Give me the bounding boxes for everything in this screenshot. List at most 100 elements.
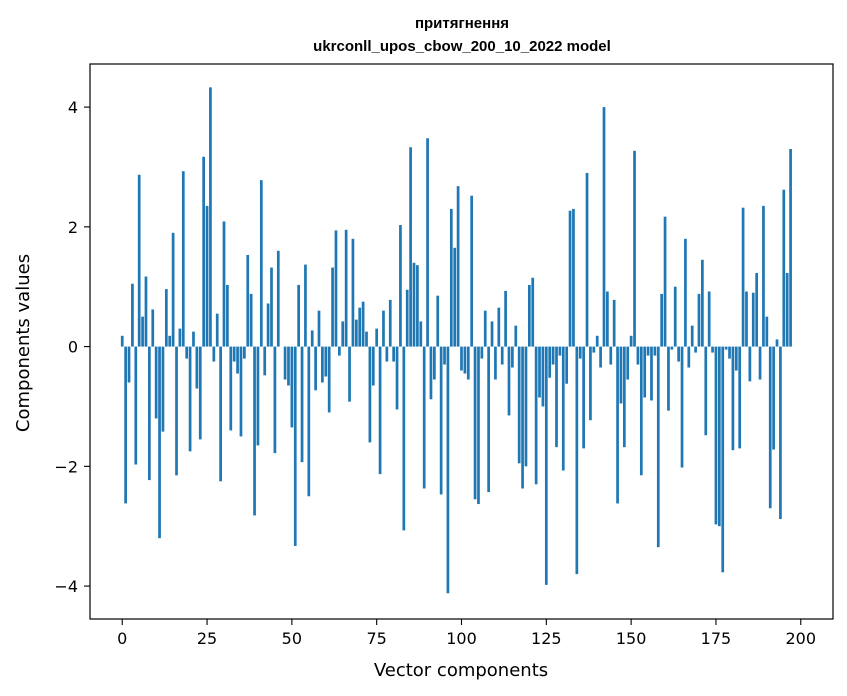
- bar: [711, 346, 714, 353]
- bar: [667, 346, 670, 411]
- bar: [514, 325, 518, 347]
- bar: [154, 346, 158, 419]
- bar: [602, 107, 606, 347]
- bar: [785, 272, 789, 347]
- bar: [161, 346, 165, 432]
- bar: [724, 346, 728, 350]
- bar: [772, 346, 775, 450]
- bar: [341, 321, 345, 347]
- x-axis-ticks: 0 25 50 75 100 125 150 175 200: [117, 619, 816, 648]
- bar: [371, 346, 375, 386]
- bar: [300, 346, 304, 463]
- bar: [446, 346, 450, 594]
- bar: [697, 293, 701, 347]
- bar: [528, 284, 531, 347]
- y-tick-label: 2: [68, 218, 78, 237]
- bar: [134, 346, 138, 465]
- bar: [219, 346, 222, 482]
- bar: [422, 346, 426, 489]
- bar: [321, 346, 324, 383]
- bar: [416, 265, 419, 347]
- bar: [426, 138, 429, 347]
- bar: [578, 346, 582, 359]
- bar: [690, 325, 694, 347]
- bar: [229, 346, 233, 431]
- bar: [314, 346, 317, 391]
- x-tick-label: 25: [197, 629, 217, 648]
- bar: [775, 339, 779, 347]
- bar: [470, 195, 474, 347]
- bar: [463, 346, 467, 374]
- bar: [249, 293, 253, 347]
- bar: [473, 346, 477, 500]
- bar: [385, 346, 389, 362]
- chart-subtitle: ukrconll_upos_cbow_200_10_2022 model: [313, 38, 611, 55]
- bar: [673, 286, 677, 347]
- bar: [259, 180, 263, 347]
- bar: [745, 291, 748, 347]
- bar: [137, 174, 141, 347]
- bar: [256, 346, 260, 446]
- x-tick-label: 0: [117, 629, 127, 648]
- bar: [453, 247, 457, 347]
- bar: [243, 346, 246, 359]
- bar: [619, 346, 623, 404]
- bar: [494, 346, 497, 380]
- bar: [239, 346, 243, 437]
- bar: [178, 328, 182, 347]
- bar: [307, 346, 311, 497]
- bar: [293, 346, 297, 546]
- bar: [270, 267, 273, 347]
- bar: [344, 229, 348, 347]
- bar: [738, 346, 742, 449]
- bar: [558, 346, 562, 356]
- bar: [276, 250, 280, 347]
- bar: [687, 346, 691, 368]
- bar: [253, 346, 256, 516]
- bar: [517, 346, 521, 464]
- bar: [324, 346, 328, 377]
- bar: [650, 346, 653, 401]
- bar: [460, 346, 463, 371]
- bar: [779, 346, 782, 520]
- bar: [762, 205, 765, 347]
- bar: [449, 208, 453, 347]
- bar: [622, 346, 626, 448]
- bar: [728, 346, 731, 359]
- bar: [684, 238, 687, 347]
- bar: [144, 276, 148, 347]
- bar: [548, 346, 552, 378]
- bar: [395, 346, 399, 410]
- bar: [409, 147, 412, 347]
- bar: [789, 149, 792, 347]
- bar: [707, 291, 711, 347]
- y-tick-label: 0: [68, 338, 78, 357]
- bar: [572, 208, 575, 347]
- bar: [636, 346, 640, 365]
- bar: [202, 156, 206, 347]
- bar: [748, 346, 752, 382]
- x-tick-label: 125: [531, 629, 562, 648]
- bar: [388, 299, 392, 347]
- bar: [480, 346, 484, 359]
- bar: [585, 172, 589, 347]
- bar: [209, 87, 212, 347]
- bar: [609, 346, 613, 365]
- x-tick-label: 100: [446, 629, 477, 648]
- bar: [263, 346, 267, 376]
- bar: [141, 316, 144, 347]
- bar: [348, 346, 351, 402]
- bar: [402, 346, 406, 531]
- bar: [595, 335, 599, 347]
- bar: [782, 189, 786, 347]
- bar: [575, 346, 579, 575]
- bar: [215, 313, 219, 347]
- bar: [677, 346, 680, 362]
- bar: [660, 293, 664, 347]
- bar: [639, 346, 643, 476]
- y-axis-ticks: −4 −2 0 2 4: [54, 98, 90, 596]
- bar: [412, 262, 416, 347]
- y-axis-label: Components values: [13, 254, 34, 432]
- bar: [599, 346, 602, 368]
